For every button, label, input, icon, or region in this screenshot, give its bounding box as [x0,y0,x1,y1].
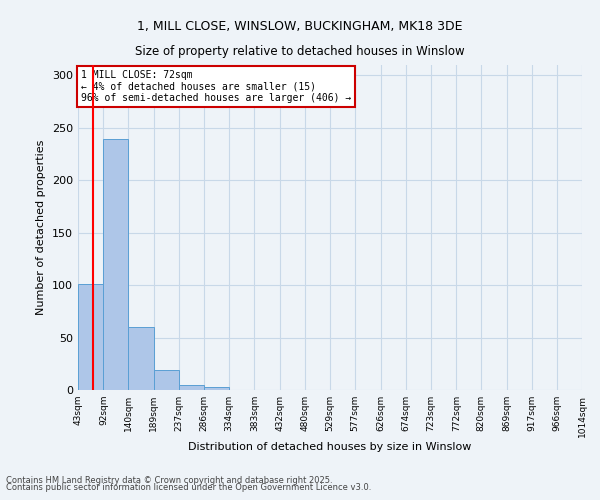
Text: 1 MILL CLOSE: 72sqm
← 4% of detached houses are smaller (15)
96% of semi-detache: 1 MILL CLOSE: 72sqm ← 4% of detached hou… [80,70,351,103]
Bar [128,327,154,390]
Text: 1, MILL CLOSE, WINSLOW, BUCKINGHAM, MK18 3DE: 1, MILL CLOSE, WINSLOW, BUCKINGHAM, MK18… [137,20,463,33]
Y-axis label: Number of detached properties: Number of detached properties [37,140,46,315]
Text: Contains public sector information licensed under the Open Government Licence v3: Contains public sector information licen… [6,484,371,492]
Bar [103,140,128,390]
Text: Size of property relative to detached houses in Winslow: Size of property relative to detached ho… [135,45,465,58]
Text: Contains HM Land Registry data © Crown copyright and database right 2025.: Contains HM Land Registry data © Crown c… [6,476,332,485]
Bar [204,387,229,390]
Bar [154,370,179,390]
Bar [179,385,204,390]
X-axis label: Distribution of detached houses by size in Winslow: Distribution of detached houses by size … [188,442,472,452]
Bar [78,284,103,390]
